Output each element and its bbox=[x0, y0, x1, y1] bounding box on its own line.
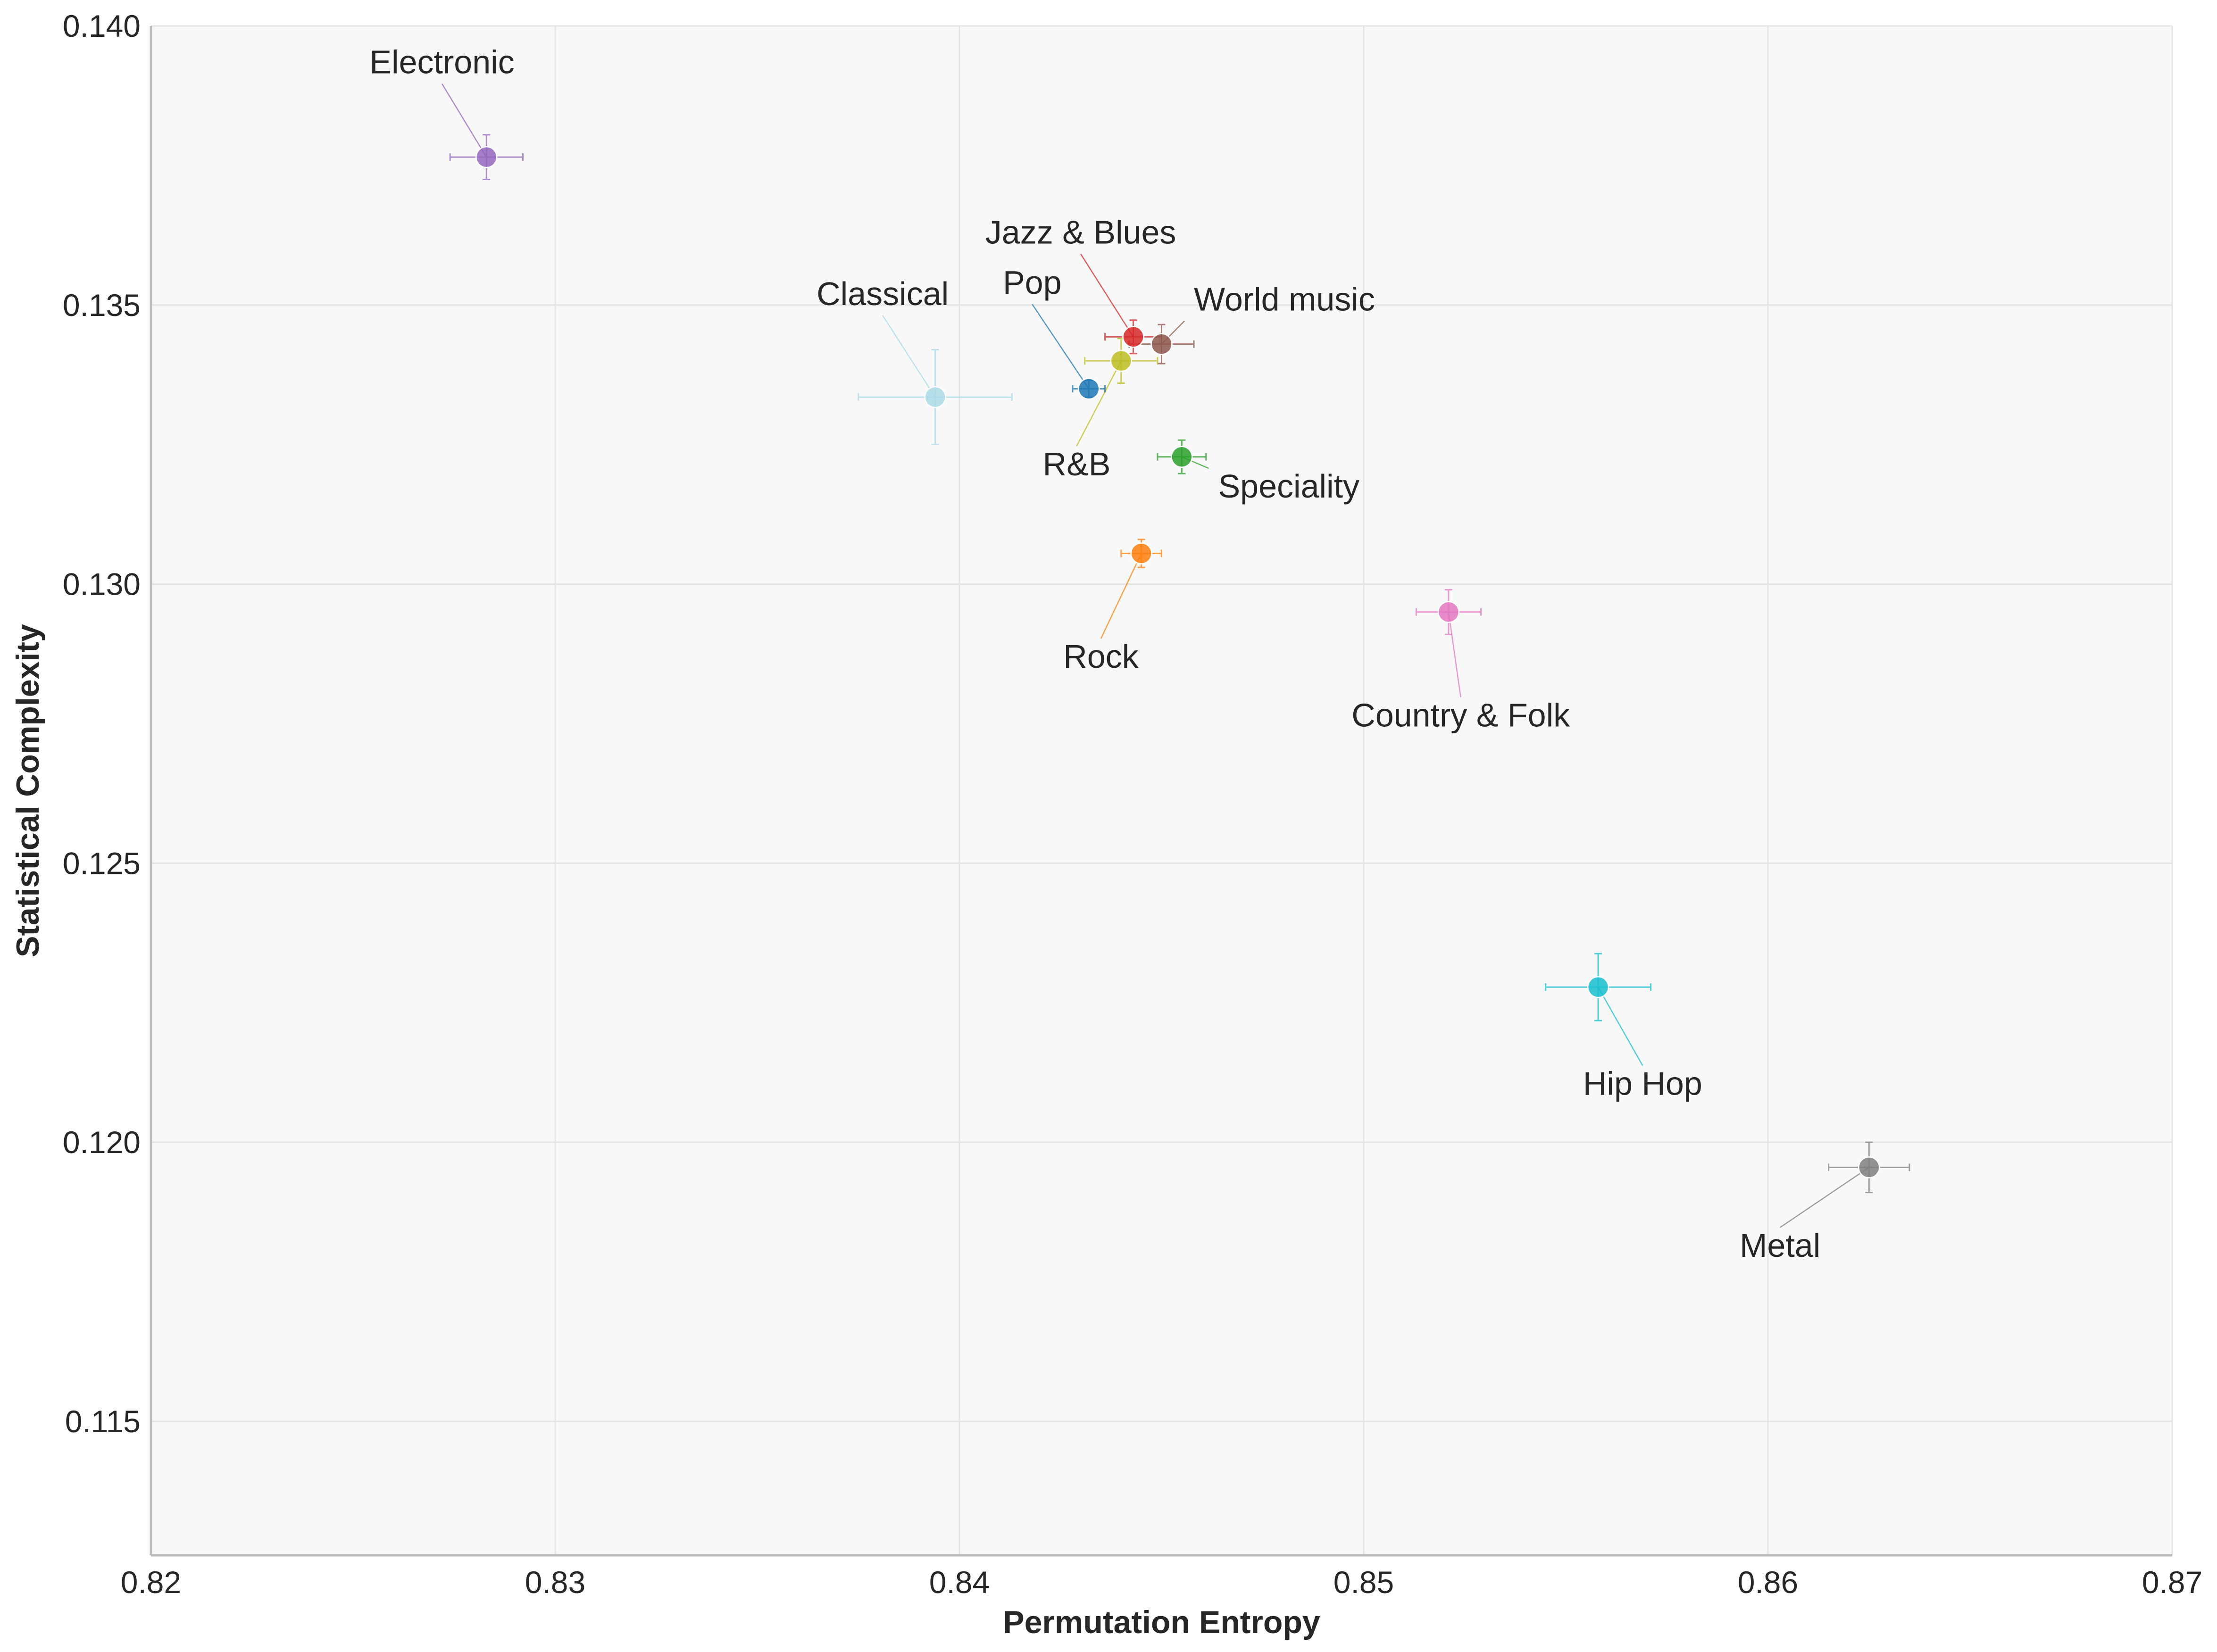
y-tick-label: 0.125 bbox=[63, 846, 141, 880]
leader-line-hip-hop bbox=[1597, 987, 1643, 1066]
point-label-classical: Classical bbox=[817, 275, 949, 312]
data-point-jazz-blues bbox=[1122, 326, 1144, 348]
data-point-classical bbox=[924, 386, 946, 408]
y-tick-label: 0.135 bbox=[63, 288, 141, 323]
y-tick-label: 0.120 bbox=[63, 1125, 141, 1160]
leader-line-r-b bbox=[1076, 360, 1122, 447]
data-point-r-b bbox=[1110, 349, 1133, 372]
point-label-r-b: R&B bbox=[1043, 446, 1111, 482]
x-tick-label: 0.83 bbox=[525, 1565, 585, 1600]
leader-line-electronic bbox=[441, 83, 487, 158]
data-point-world-music bbox=[1150, 333, 1173, 355]
plot-background bbox=[151, 26, 2172, 1555]
x-tick-label: 0.87 bbox=[2142, 1565, 2202, 1600]
leader-line-country-folk bbox=[1448, 612, 1461, 697]
x-tick-label: 0.84 bbox=[929, 1565, 990, 1600]
leader-line-pop bbox=[1032, 304, 1090, 390]
x-tick-label: 0.86 bbox=[1738, 1565, 1798, 1600]
data-point-country-folk bbox=[1437, 601, 1460, 623]
grid-lines bbox=[150, 25, 2173, 1555]
point-label-speciality: Speciality bbox=[1218, 468, 1359, 505]
point-labels: Electronic Jazz & Blues World music Classic… bbox=[369, 44, 1820, 1264]
point-label-metal: Metal bbox=[1740, 1227, 1820, 1264]
y-tick-label: 0.115 bbox=[65, 1404, 141, 1439]
data-point-pop bbox=[1077, 378, 1100, 400]
leader-line-jazz-blues bbox=[1080, 253, 1134, 337]
point-label-country-folk: Country & Folk bbox=[1351, 697, 1570, 733]
point-label-world-music: World music bbox=[1194, 281, 1375, 318]
point-label-rock: Rock bbox=[1063, 638, 1139, 675]
y-tick-label: 0.130 bbox=[63, 567, 141, 602]
leader-line-rock bbox=[1100, 553, 1142, 639]
point-label-electronic: Electronic bbox=[369, 44, 514, 81]
y-axis-title: Statistical Complexity bbox=[10, 624, 46, 957]
data-point-hip-hop bbox=[1587, 976, 1609, 998]
x-axis-title: Permutation Entropy bbox=[1003, 1604, 1320, 1640]
x-tick-label: 0.85 bbox=[1334, 1565, 1394, 1600]
data-points bbox=[475, 146, 1880, 1179]
tick-labels: 0.82 0.83 0.84 0.85 0.86 0.87 0.115 0.120 0.125 0… bbox=[63, 8, 2202, 1600]
point-label-jazz-blues: Jazz & Blues bbox=[985, 214, 1176, 251]
axes bbox=[150, 26, 2172, 1557]
data-point-metal bbox=[1858, 1156, 1880, 1179]
leader-line-classical bbox=[882, 315, 936, 398]
point-label-hip-hop: Hip Hop bbox=[1583, 1065, 1702, 1102]
leader-line-metal bbox=[1780, 1167, 1869, 1228]
data-point-speciality bbox=[1171, 446, 1193, 468]
y-tick-label: 0.140 bbox=[63, 8, 141, 43]
label-leader-lines bbox=[441, 83, 1869, 1228]
point-label-pop: Pop bbox=[1003, 264, 1062, 301]
data-point-electronic bbox=[475, 146, 498, 168]
x-tick-label: 0.82 bbox=[121, 1565, 181, 1600]
data-point-rock bbox=[1130, 542, 1152, 565]
